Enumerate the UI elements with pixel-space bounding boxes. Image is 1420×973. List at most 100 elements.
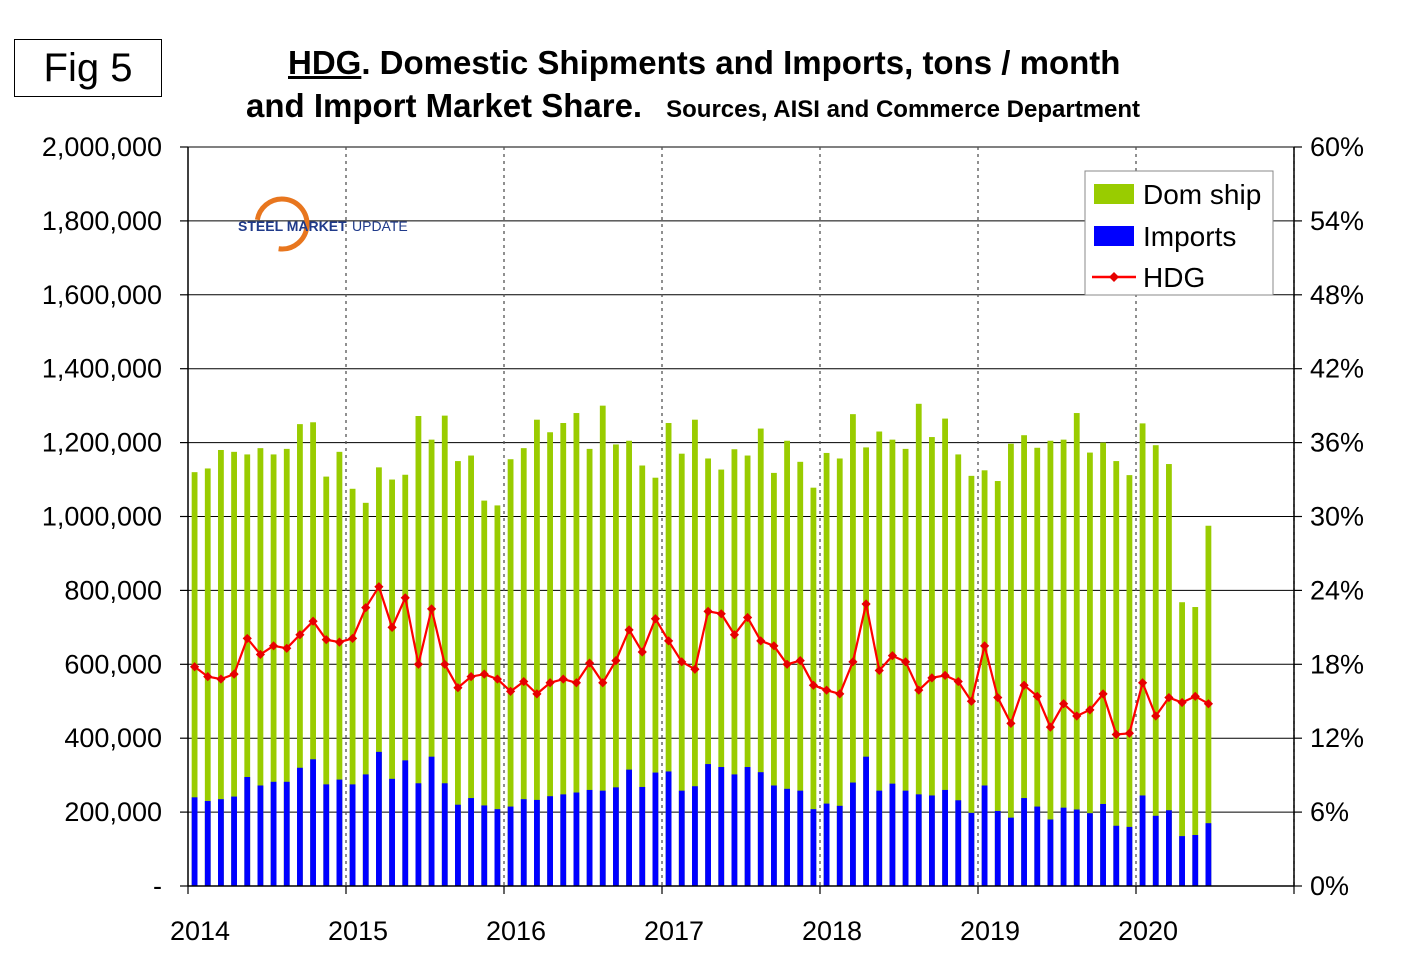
left-axis-tick-label: 800,000 — [64, 575, 162, 605]
hdg-marker — [1190, 691, 1200, 701]
legend-swatch-hdg-marker — [1109, 272, 1119, 282]
hdg-marker — [993, 692, 1003, 703]
dom-ship-bar — [1166, 464, 1172, 886]
hdg-marker — [1111, 729, 1121, 740]
imports-bar — [836, 805, 843, 886]
right-axis-tick-label: 30% — [1310, 502, 1364, 532]
dom-ship-bar — [283, 448, 290, 886]
hdg-marker — [400, 593, 410, 603]
dom-ship-bar — [573, 413, 580, 886]
dom-ship-bar — [1008, 443, 1014, 886]
dom-ship-bar — [428, 439, 435, 886]
hdg-marker — [1137, 678, 1148, 688]
logo-swoosh — [254, 196, 310, 252]
hdg-marker — [334, 637, 345, 647]
left-axis-tick-label: - — [153, 871, 162, 901]
hdg-marker — [571, 678, 582, 688]
hdg-marker — [1098, 689, 1108, 699]
hdg-marker — [887, 651, 898, 661]
hdg-marker — [558, 674, 568, 684]
dom-ship-bar — [336, 451, 343, 886]
dom-ship-bar — [731, 449, 738, 886]
hdg-marker — [413, 659, 424, 669]
dom-ship-bar — [757, 428, 764, 886]
hdg-marker — [466, 672, 476, 682]
imports-bar — [613, 787, 619, 886]
imports-bar — [1021, 798, 1027, 886]
steel-market-update-logo: STEEL MARKET UPDATE — [238, 196, 408, 252]
dom-ship-bar — [929, 437, 935, 886]
dom-ship-bar — [389, 479, 395, 886]
left-axis-tick-label: 1,600,000 — [42, 280, 162, 310]
hdg-marker — [1203, 699, 1214, 709]
dom-ship-bar — [626, 440, 632, 886]
dom-ship-bar — [1047, 440, 1054, 886]
imports-bar — [428, 756, 435, 886]
hdg-marker — [268, 641, 279, 651]
dom-ship-bar — [823, 452, 830, 886]
left-axis-tick-label: 1,000,000 — [42, 502, 162, 532]
imports-bar — [455, 804, 461, 886]
imports-bar — [902, 790, 909, 886]
dom-ship-bar — [376, 467, 382, 886]
dom-ship-bar — [323, 476, 330, 886]
x-axis-year-label: 2018 — [802, 916, 862, 946]
imports-bar — [889, 783, 896, 886]
imports-bar — [244, 776, 251, 886]
imports-bar — [1192, 835, 1199, 886]
hdg-marker — [611, 656, 621, 666]
hdg-marker — [808, 680, 819, 690]
hdg-marker — [821, 685, 832, 695]
logo-text-2: UPDATE — [352, 218, 408, 234]
dom-ship-bar — [1192, 607, 1199, 886]
dom-ship-bar — [889, 439, 896, 886]
hdg-marker — [1072, 711, 1082, 721]
imports-bar — [692, 786, 698, 886]
imports-bar — [547, 796, 553, 886]
imports-bar — [204, 801, 211, 886]
hdg-marker — [769, 641, 779, 651]
dom-ship-bar — [915, 403, 922, 886]
hdg-marker — [690, 664, 700, 674]
dom-ship-bar — [1034, 447, 1041, 886]
dom-ship-bar — [441, 415, 448, 886]
hdg-marker — [729, 630, 740, 640]
hdg-marker — [519, 676, 529, 687]
imports-bar — [1179, 836, 1185, 886]
imports-bar — [389, 778, 395, 886]
left-axis-tick-label: 1,800,000 — [42, 206, 162, 236]
hdg-marker — [650, 614, 661, 624]
hdg-marker — [203, 672, 213, 682]
imports-bar — [942, 789, 948, 886]
hdg-marker — [229, 669, 239, 679]
left-axis-tick-label: 1,400,000 — [42, 354, 162, 384]
imports-bar — [1139, 795, 1146, 886]
chart-title-line1: HDG. Domestic Shipments and Imports, ton… — [288, 44, 1120, 82]
imports-bar — [468, 798, 474, 886]
dom-ship-bar — [362, 502, 369, 886]
hdg-marker — [479, 669, 489, 679]
imports-bar — [507, 806, 514, 886]
right-axis-tick-label: 48% — [1310, 280, 1364, 310]
imports-bar — [376, 751, 382, 886]
left-axis-tick-label: 2,000,000 — [42, 132, 162, 162]
hdg-marker — [598, 678, 608, 688]
hdg-marker — [663, 636, 674, 646]
imports-bar — [1152, 815, 1159, 886]
hdg-marker — [979, 641, 990, 651]
dom-ship-bar — [968, 475, 975, 886]
hdg-marker — [742, 612, 753, 623]
dom-ship-bar — [1179, 602, 1185, 886]
imports-bar — [534, 799, 540, 886]
dom-ship-bar — [1087, 452, 1093, 886]
imports-bar — [810, 809, 817, 886]
dom-ship-bar — [955, 454, 962, 886]
imports-bar — [257, 785, 264, 886]
imports-bar — [1087, 813, 1093, 886]
right-axis-tick-label: 54% — [1310, 206, 1364, 236]
hdg-line — [193, 584, 1209, 736]
dom-ship-bar — [705, 458, 711, 886]
dom-ship-bar — [850, 414, 856, 886]
hdg-marker — [900, 657, 911, 667]
legend: Dom ship Imports HDG — [1084, 170, 1274, 296]
